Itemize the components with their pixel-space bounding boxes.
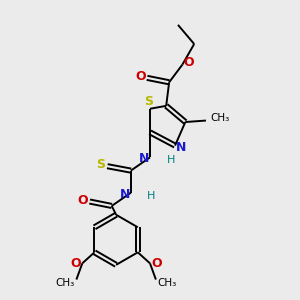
Text: O: O [183,56,194,69]
Text: O: O [152,257,162,270]
Text: CH₃: CH₃ [56,278,75,287]
Text: H: H [167,155,175,165]
Text: O: O [78,194,88,207]
Text: H: H [147,191,156,201]
Text: S: S [96,158,105,171]
Text: CH₃: CH₃ [158,278,177,287]
Text: S: S [144,95,153,108]
Text: CH₃: CH₃ [210,113,230,123]
Text: O: O [70,257,81,270]
Text: N: N [120,188,130,201]
Text: N: N [139,152,149,165]
Text: O: O [135,70,146,83]
Text: N: N [176,141,187,154]
